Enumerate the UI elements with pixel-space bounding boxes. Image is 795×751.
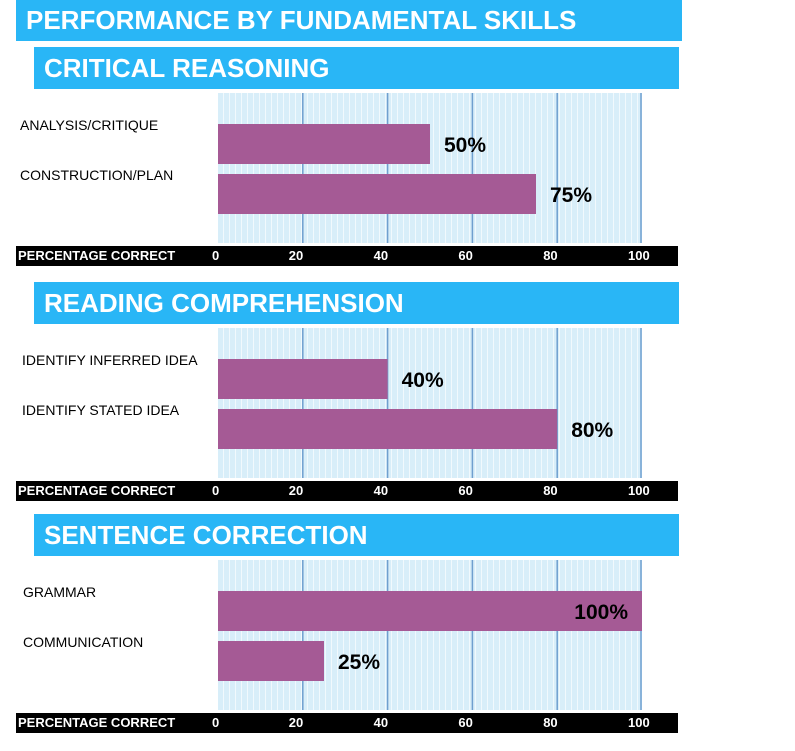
sentence-correction-header: SENTENCE CORRECTION bbox=[34, 514, 679, 556]
data-label: 50% bbox=[444, 134, 486, 157]
x-tick-label: 80 bbox=[543, 248, 558, 263]
x-axis-title: PERCENTAGE CORRECT bbox=[18, 248, 176, 263]
x-axis-title: PERCENTAGE CORRECT bbox=[18, 483, 176, 498]
x-tick-label: 20 bbox=[288, 483, 304, 498]
x-tick-label: 20 bbox=[288, 715, 304, 730]
reading-comprehension-plot-area: 40% 80% bbox=[218, 328, 642, 478]
reading-comprehension-header: READING COMPREHENSION bbox=[34, 282, 679, 324]
x-tick-label: 40 bbox=[373, 715, 389, 730]
critical-reasoning-plot-area: 50% 75% bbox=[218, 93, 642, 243]
x-tick-label: 80 bbox=[543, 715, 558, 730]
x-tick-label: 40 bbox=[373, 248, 389, 263]
data-label: 100% bbox=[574, 601, 628, 624]
category-label: IDENTIFY STATED IDEA bbox=[22, 402, 180, 418]
reading-comprehension-x-axis: PERCENTAGE CORRECT 0 20 40 60 80 100 bbox=[16, 481, 678, 501]
x-tick-label: 0 bbox=[212, 248, 220, 263]
data-label: 75% bbox=[550, 184, 592, 207]
x-tick-label: 60 bbox=[458, 483, 473, 498]
category-label: IDENTIFY INFERRED IDEA bbox=[22, 352, 198, 368]
bar bbox=[218, 591, 642, 631]
category-label: GRAMMAR bbox=[23, 584, 97, 600]
sentence-correction-chart-svg: 100% 25% bbox=[218, 560, 642, 710]
x-axis-title: PERCENTAGE CORRECT bbox=[18, 715, 176, 730]
x-tick-label: 80 bbox=[543, 483, 558, 498]
data-label: 80% bbox=[571, 419, 613, 442]
category-label: ANALYSIS/CRITIQUE bbox=[20, 117, 159, 133]
sentence-correction-plot-area: 100% 25% bbox=[218, 560, 642, 710]
x-tick-label: 100 bbox=[628, 715, 650, 730]
sentence-correction-x-axis: PERCENTAGE CORRECT 0 20 40 60 80 100 bbox=[16, 713, 678, 733]
x-tick-label: 20 bbox=[288, 248, 304, 263]
x-tick-label: 60 bbox=[458, 715, 473, 730]
data-label: 25% bbox=[338, 651, 380, 674]
x-tick-label: 0 bbox=[212, 715, 220, 730]
x-tick-label: 100 bbox=[628, 483, 650, 498]
category-label: COMMUNICATION bbox=[23, 634, 144, 650]
critical-reasoning-x-axis: PERCENTAGE CORRECT 0 20 40 60 80 100 bbox=[16, 246, 678, 266]
bar bbox=[218, 359, 388, 399]
critical-reasoning-chart-svg: 50% 75% bbox=[218, 93, 642, 243]
page-title: PERFORMANCE BY FUNDAMENTAL SKILLS bbox=[16, 0, 682, 41]
reading-comprehension-chart-svg: 40% 80% bbox=[218, 328, 642, 478]
bar bbox=[218, 409, 558, 449]
x-tick-label: 100 bbox=[628, 248, 650, 263]
critical-reasoning-header: CRITICAL REASONING bbox=[34, 47, 679, 89]
x-tick-label: 60 bbox=[458, 248, 473, 263]
x-tick-label: 0 bbox=[212, 483, 220, 498]
bar bbox=[218, 124, 430, 164]
category-label: CONSTRUCTION/PLAN bbox=[20, 167, 174, 183]
data-label: 40% bbox=[402, 369, 444, 392]
bar bbox=[218, 174, 536, 214]
x-tick-label: 40 bbox=[373, 483, 389, 498]
bar bbox=[218, 641, 324, 681]
